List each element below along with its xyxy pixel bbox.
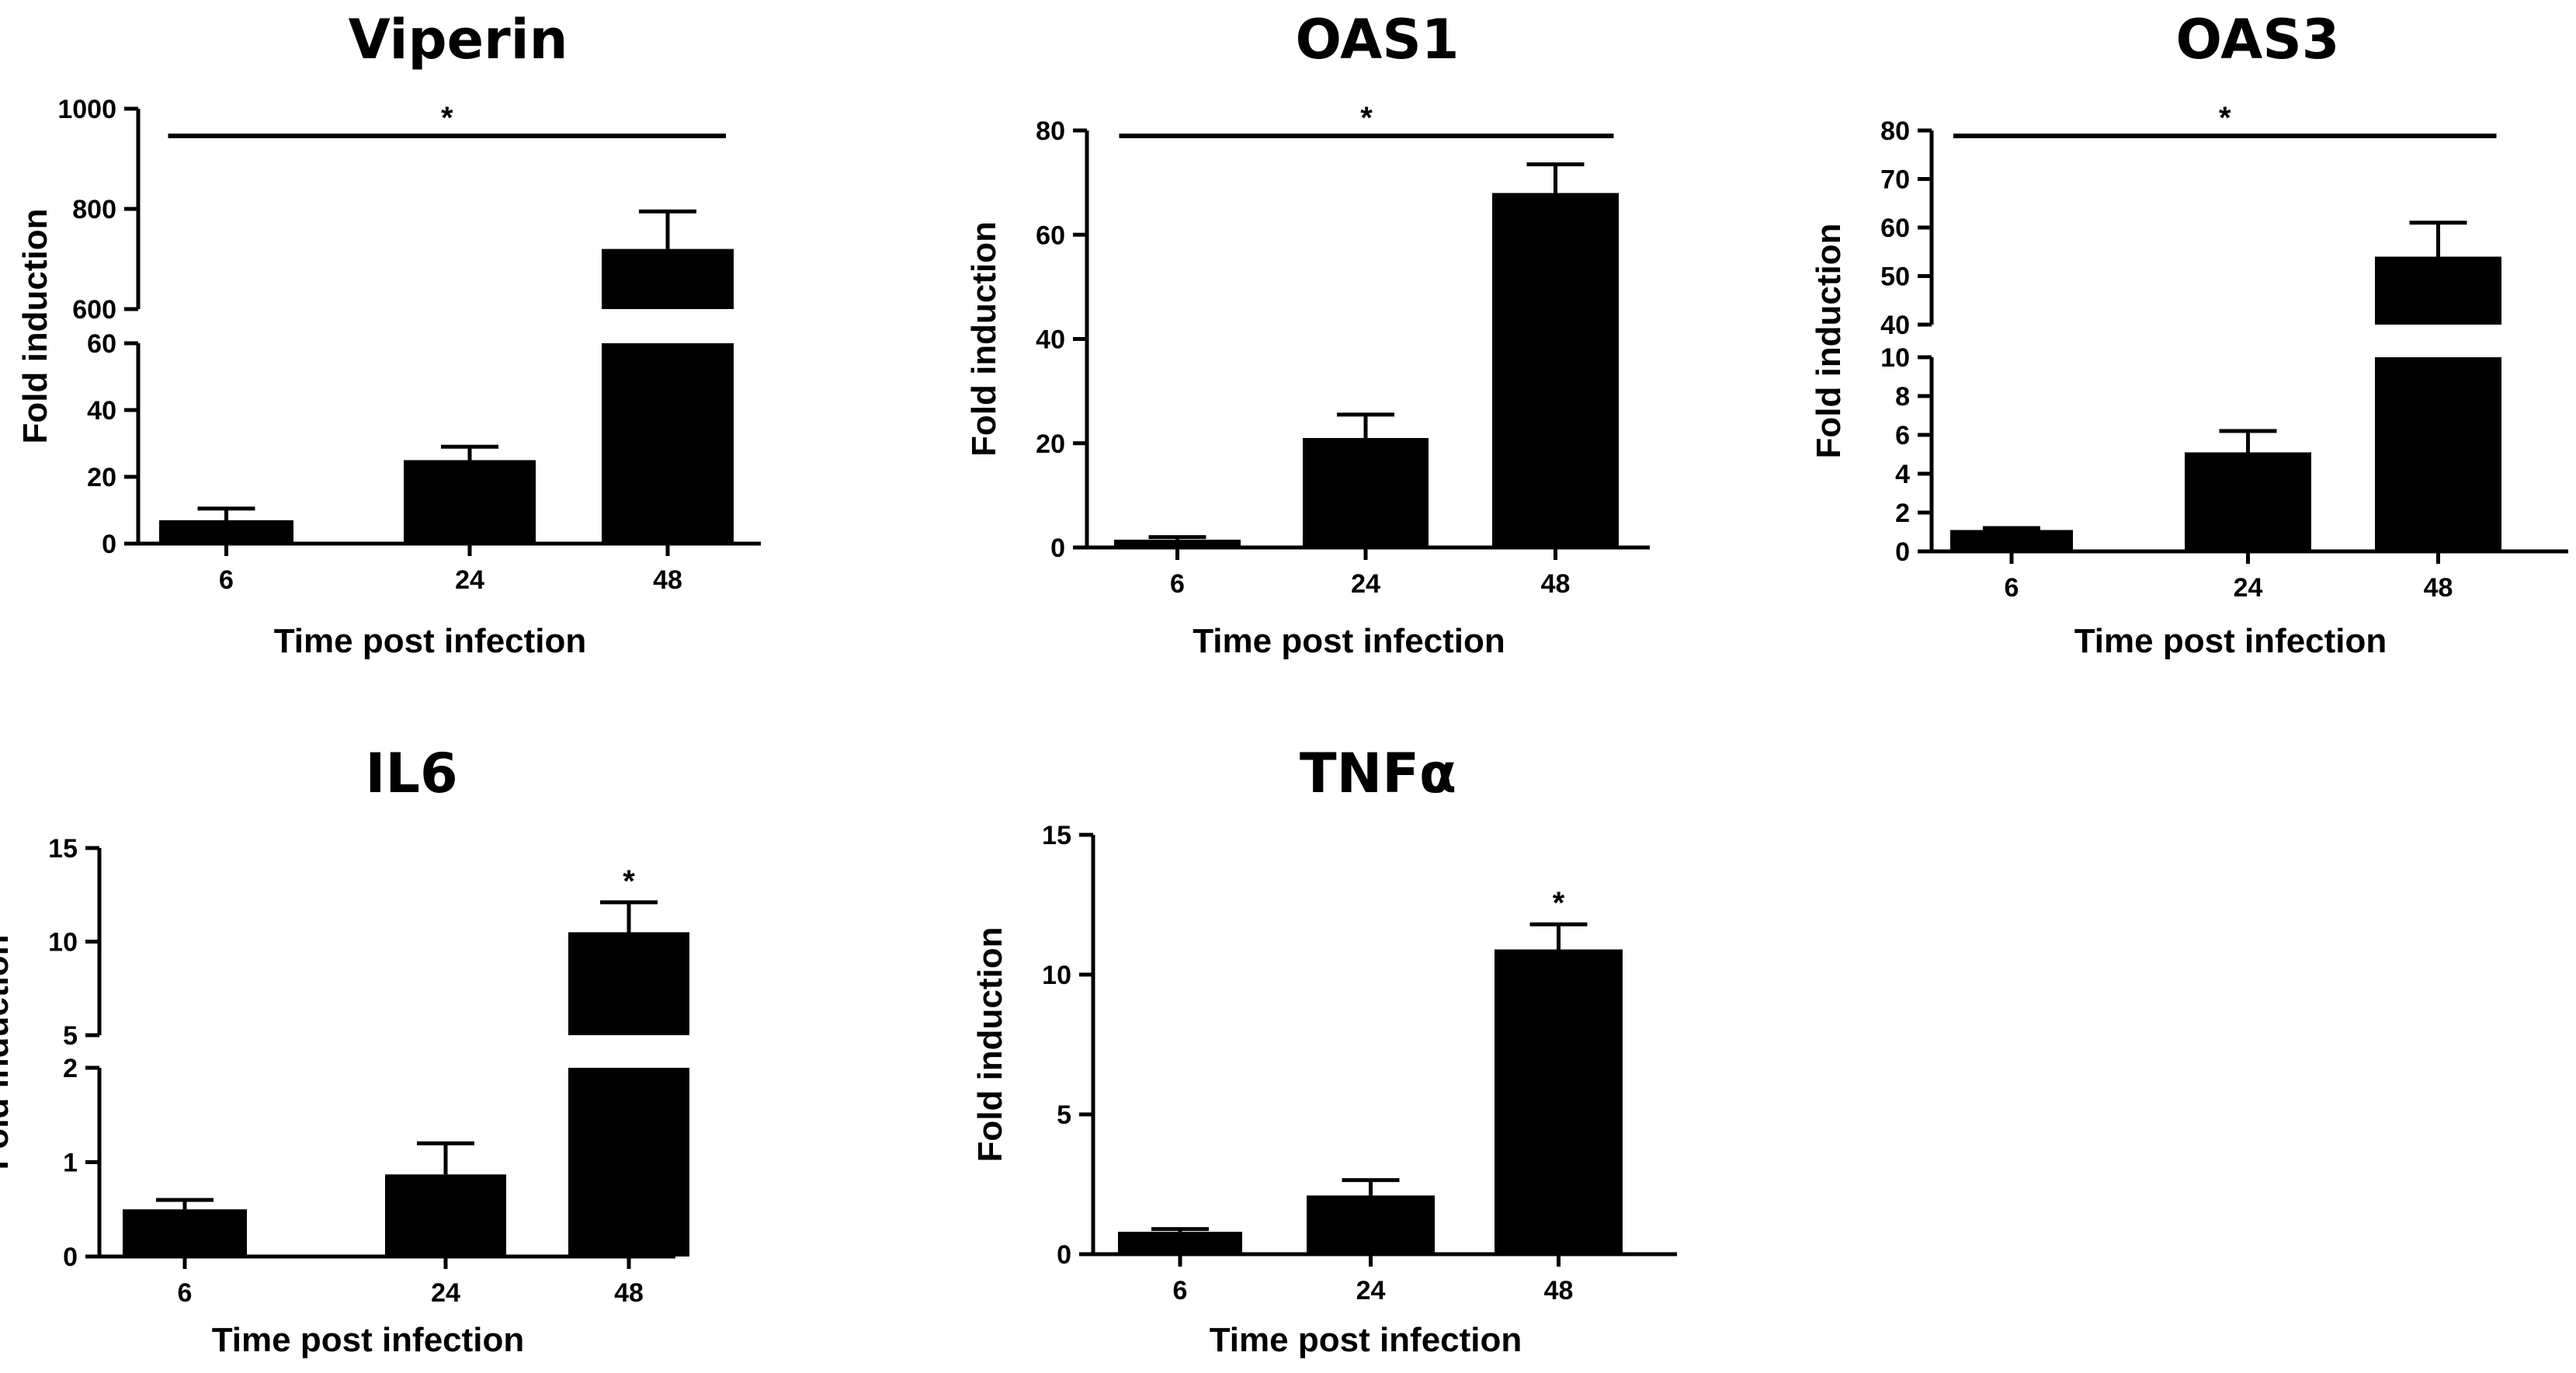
significance-star: * <box>623 864 635 899</box>
y-tick-label: 600 <box>72 295 116 325</box>
y-tick-label: 40 <box>1880 311 1910 340</box>
y-tick-label: 5 <box>63 1021 78 1051</box>
bar-48 <box>2375 256 2501 325</box>
bar-48-lower <box>568 1068 689 1257</box>
bar-24 <box>385 1174 506 1257</box>
y-tick-label: 40 <box>87 396 116 426</box>
y-tick-label: 40 <box>1036 325 1065 355</box>
x-tick-label: 48 <box>1541 569 1571 599</box>
x-tick-label: 24 <box>1351 569 1380 599</box>
x-tick-label: 6 <box>2005 573 2019 603</box>
y-tick-label: 0 <box>63 1243 78 1272</box>
bar-48 <box>568 932 689 1035</box>
y-tick-label: 20 <box>87 463 116 492</box>
y-tick-label: 8 <box>1895 382 1910 412</box>
bar-24 <box>404 460 536 544</box>
y-tick-label: 20 <box>1036 429 1065 459</box>
y-tick-label: 80 <box>1036 116 1065 146</box>
x-tick-label: 48 <box>614 1278 644 1308</box>
y-tick-label: 5 <box>1057 1100 1071 1130</box>
x-axis-label: Time post infection <box>274 622 587 660</box>
bar-24 <box>2185 452 2311 551</box>
chart-panel-viperin: Viperin 0 20 40 60 600 800 1000 Fold induction 6 2… <box>16 8 761 660</box>
y-tick-label: 0 <box>102 530 116 559</box>
y-axis-label: Fold induction <box>1810 223 1848 458</box>
bar-6 <box>1114 539 1241 547</box>
significance-star: * <box>1360 101 1373 135</box>
y-tick-label: 15 <box>1042 821 1071 850</box>
y-tick-label: 0 <box>1895 537 1910 567</box>
y-tick-label: 80 <box>1880 116 1910 146</box>
significance-star: * <box>2219 101 2231 135</box>
x-tick-label: 6 <box>1170 569 1185 599</box>
chart-title: OAS3 <box>2176 8 2340 71</box>
x-axis-label: Time post infection <box>1193 622 1505 660</box>
y-axis-label: Fold induction <box>0 934 16 1170</box>
x-axis-label: Time post infection <box>212 1321 525 1359</box>
bar-48 <box>1492 193 1619 548</box>
chart-panel-oas1: OAS1 0 20 40 60 80 Fold induction 6 24 48 * Time po… <box>965 8 1650 660</box>
bar-48 <box>602 249 734 309</box>
y-tick-label: 60 <box>1036 221 1065 250</box>
x-tick-label: 24 <box>1356 1276 1386 1305</box>
x-tick-label: 6 <box>219 565 234 595</box>
y-tick-label: 4 <box>1895 460 1910 489</box>
x-tick-label: 48 <box>653 565 682 595</box>
chart-title: OAS1 <box>1296 8 1460 71</box>
x-tick-label: 24 <box>431 1278 460 1308</box>
chart-title: Viperin <box>349 8 568 71</box>
y-tick-label: 2 <box>63 1054 78 1083</box>
bar-6 <box>1118 1232 1242 1254</box>
y-tick-label: 1000 <box>57 95 116 124</box>
significance-star: * <box>441 101 453 135</box>
bar-48 <box>1495 949 1623 1254</box>
x-tick-label: 48 <box>2424 573 2453 603</box>
bar-24 <box>1303 438 1429 547</box>
x-axis-label: Time post infection <box>1210 1321 1522 1359</box>
chart-title: TNFα <box>1300 742 1456 805</box>
chart-panel-tnf: TNFα 0 5 10 15 Fold induction 6 24 48 * Time post … <box>971 742 1677 1359</box>
x-tick-label: 24 <box>455 565 484 595</box>
y-tick-label: 1 <box>63 1149 78 1178</box>
y-tick-label: 0 <box>1057 1240 1071 1270</box>
y-axis-label: Fold induction <box>16 208 54 443</box>
y-tick-label: 800 <box>72 195 116 224</box>
y-tick-label: 6 <box>1895 421 1910 450</box>
y-tick-label: 10 <box>48 928 78 958</box>
bar-48-lower <box>602 343 734 544</box>
x-tick-label: 6 <box>1173 1276 1188 1305</box>
y-tick-label: 15 <box>48 834 78 864</box>
x-tick-label: 48 <box>1544 1276 1574 1305</box>
y-tick-label: 10 <box>1880 343 1910 373</box>
chart-panel-il6: IL6 0 1 2 5 10 15 Fold induction 6 24 48 * Time post… <box>0 742 689 1359</box>
x-tick-label: 24 <box>2234 573 2263 603</box>
y-tick-label: 0 <box>1050 534 1065 563</box>
bar-6 <box>123 1209 247 1257</box>
y-tick-label: 70 <box>1880 165 1910 195</box>
y-axis-label: Fold induction <box>965 221 1003 457</box>
bar-6 <box>1950 530 2073 551</box>
x-axis-label: Time post infection <box>2074 622 2387 660</box>
y-axis-label: Fold induction <box>971 926 1009 1162</box>
y-tick-label: 10 <box>1042 961 1071 990</box>
y-tick-label: 50 <box>1880 262 1910 292</box>
x-tick-label: 6 <box>178 1278 193 1308</box>
chart-title: IL6 <box>365 742 457 805</box>
y-tick-label: 60 <box>87 329 116 359</box>
bar-24 <box>1307 1195 1435 1254</box>
bar-6 <box>159 520 293 544</box>
y-tick-label: 60 <box>1880 214 1910 243</box>
significance-star: * <box>1553 886 1565 920</box>
y-tick-label: 2 <box>1895 499 1910 528</box>
bar-48-lower <box>2375 357 2501 551</box>
